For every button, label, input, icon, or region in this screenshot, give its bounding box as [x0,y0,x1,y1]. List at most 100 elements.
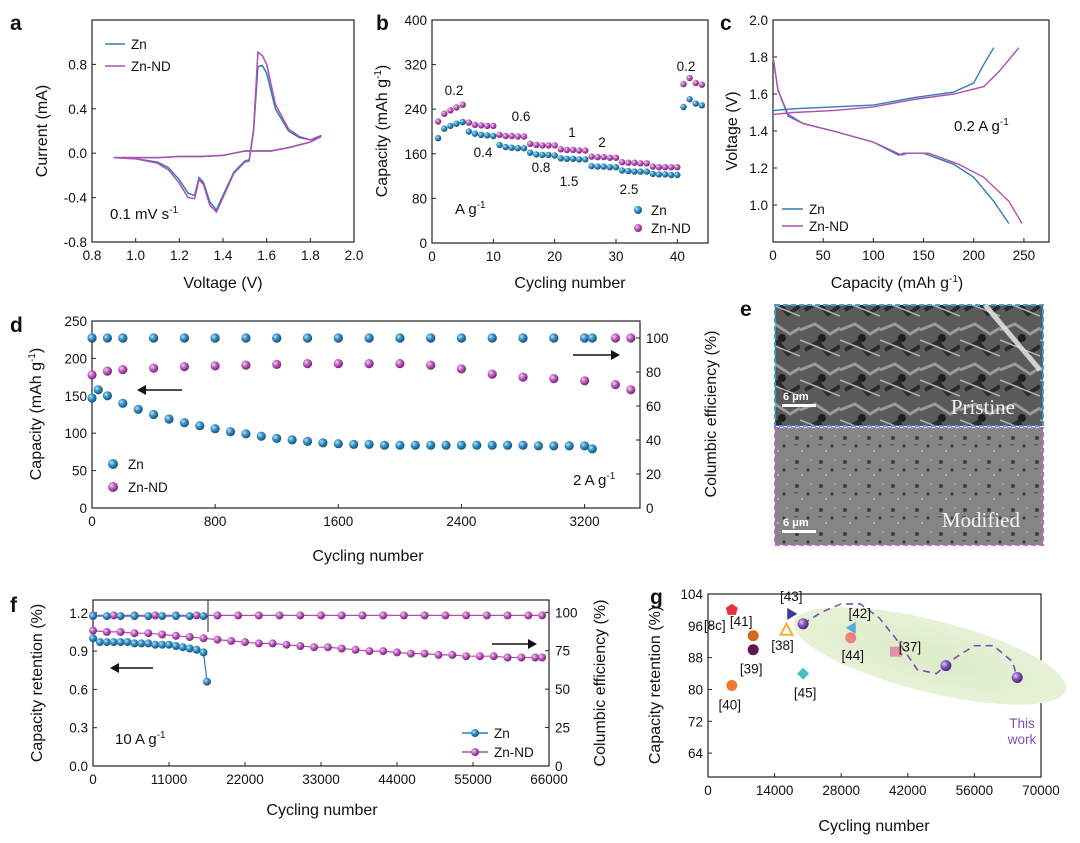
rate-label: 0.8 [532,160,551,175]
rate-point-zn [631,168,638,175]
c-xtick-label: 50 [816,248,831,263]
ce-point-zn [518,333,528,343]
f-y2tick-label: 100 [555,605,578,620]
rate-point-znnd [600,153,607,161]
capacity-point-znnd [395,359,405,369]
ylabel-f: Capacity retention (%) [29,604,46,762]
rate-point-zn [618,167,626,174]
retention-point-znnd [323,643,332,652]
ce-point-znnd [379,611,388,620]
panel-label-e: e [740,298,752,321]
rate-point-zn [453,120,460,127]
capacity-point-zn [349,439,359,449]
retention-point-zn [144,639,153,648]
ce-point-znnd [337,611,346,620]
reference-marker [787,607,798,620]
sem-frame-pristine [774,304,1044,427]
ce-point-znnd [109,611,118,620]
capacity-point-zn [210,424,220,434]
xlabel-d: Cycling number [312,548,424,565]
legend-label-znnd-d: Zn-ND [128,480,168,495]
charge-curve-zn [772,47,995,112]
capacity-point-zn [87,393,97,403]
b-xtick-label: 0 [428,249,436,264]
capacity-point-znnd [518,372,528,382]
rate-point-znnd [637,160,644,167]
capacity-point-zn [580,441,590,451]
scale-bar-modified [782,530,816,533]
ce-point-zn [333,333,343,343]
retention-point-znnd [282,640,291,649]
f-y2tick-label: 0 [555,759,563,774]
a-xtick-label: 1.6 [257,248,276,263]
f-xtick-label: 22000 [226,772,264,787]
arrow-right-head-f [528,639,537,649]
retention-point-znnd [489,652,498,661]
capacity-point-zn [241,429,251,439]
rate-label: 0.6 [512,109,531,124]
ce-point-znnd [192,611,201,620]
rate-point-zn [539,151,546,159]
capacity-point-zn [533,441,544,451]
a-ytick-label: -0.8 [64,235,87,250]
ce-point-zn [456,333,466,343]
retention-point-znnd [538,653,547,662]
ce-point-znnd [399,611,408,620]
rate-point-zn [477,131,485,138]
reference-label: [42] [848,606,871,621]
this-work-point [1011,672,1023,683]
rate-point-zn [668,171,675,179]
a-xtick-label: 2.0 [345,248,364,263]
rate-point-zn [514,145,522,152]
capacity-point-zn [118,398,128,408]
c-xtick-label: 200 [962,248,985,263]
capacity-point-znnd [118,365,128,375]
retention-point-zn [165,640,173,649]
scale-bar-pristine [782,404,816,407]
d-xtick-label: 1600 [323,514,353,529]
reference-label: [38] [771,638,794,653]
f-xtick-label: 0 [89,772,97,787]
capacity-point-znnd [210,361,220,371]
rate-point-zn [434,135,442,142]
capacity-point-zn [564,441,574,451]
ce-point-zn [87,333,97,343]
retention-point-zn [130,639,139,648]
g-ytick-label: 88 [688,651,703,666]
rate-point-zn [680,103,687,111]
capacity-point-zn [472,440,482,450]
legend-label-znnd-a: Zn-ND [131,59,171,74]
ce-point-zn [395,333,405,343]
capacity-point-zn [93,385,103,395]
capacity-point-znnd [179,362,189,372]
scale-text-modified: 6 μm [783,517,809,529]
capacity-point-zn [225,427,236,437]
reference-label: [41] [730,614,753,629]
g-xtick-label: 14000 [756,783,794,798]
ce-point-znnd [538,611,547,620]
chart-f: 0 11000 22000 33000 44000 55000 66000 0.0 0.3 0.6… [29,599,609,819]
ylabel-a: Current (mA) [34,85,51,177]
retention-point-znnd [241,638,249,647]
f-ytick-label: 0.6 [69,682,88,697]
retention-point-znnd [268,639,277,648]
a-xtick-label: 0.8 [83,248,102,263]
rate-point-znnd [502,132,509,140]
retention-point-znnd [227,636,236,645]
g-ytick-label: 96 [688,619,703,634]
capacity-point-zn [195,421,205,431]
rate-label-c: 0.2 A g-1 [954,117,1009,135]
rate-point-znnd [484,122,491,130]
d-y2tick-label: 60 [646,399,661,414]
retention-point-znnd [89,626,97,635]
rate-point-zn [484,132,491,139]
b-ytick-label: 160 [404,147,427,162]
capacity-point-znnd [487,369,497,379]
rate-point-zn [612,164,620,171]
b-xtick-label: 40 [670,249,685,264]
panel-label-c: c [720,12,732,35]
ce-point-znnd [626,333,636,343]
rate-label: 2 [598,135,606,150]
reference-marker [725,603,738,615]
y2label-d: Columbic efficiency (%) [703,331,720,498]
